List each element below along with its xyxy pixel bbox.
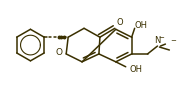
- Text: OH: OH: [135, 21, 148, 30]
- Text: −: −: [170, 38, 176, 44]
- Text: OH: OH: [130, 65, 143, 74]
- Text: −: −: [158, 35, 164, 41]
- Text: O: O: [56, 48, 63, 58]
- Text: O: O: [117, 18, 123, 27]
- Text: N: N: [154, 36, 161, 45]
